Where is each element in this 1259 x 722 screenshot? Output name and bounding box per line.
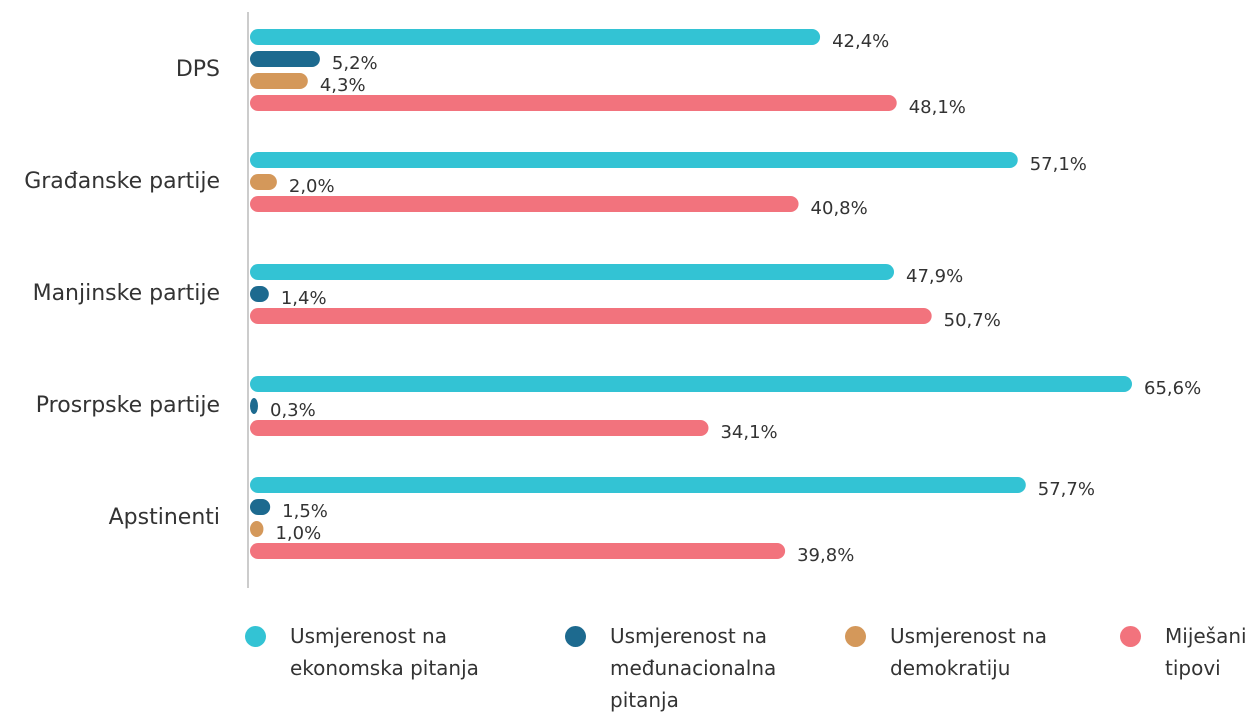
- bar: [250, 196, 799, 212]
- value-label: 5,2%: [332, 53, 378, 74]
- bar: [250, 499, 271, 515]
- bar: [250, 174, 277, 190]
- category-label: Građanske partije: [24, 169, 220, 194]
- bar: [250, 264, 895, 280]
- bar: [250, 308, 932, 324]
- bar: [250, 477, 1026, 493]
- value-label: 1,4%: [281, 288, 327, 309]
- category-label: DPS: [176, 57, 220, 82]
- legend-swatch: [565, 626, 586, 647]
- value-label: 39,8%: [797, 545, 854, 566]
- legend-label: Miješani tipovi: [1165, 624, 1247, 680]
- value-label: 1,5%: [282, 501, 328, 522]
- bar: [250, 420, 709, 436]
- legend-swatch: [845, 626, 866, 647]
- bar: [250, 73, 308, 89]
- category-label: Prosrpske partije: [36, 393, 220, 418]
- value-label: 65,6%: [1144, 378, 1201, 399]
- category-label: Manjinske partije: [33, 281, 220, 306]
- value-label: 42,4%: [832, 31, 889, 52]
- legend-label: Usmjerenost na demokratiju: [890, 624, 1047, 680]
- legend-item: Usmjerenost na međunacionalna pitanja: [565, 620, 820, 716]
- legend-label: Usmjerenost na međunacionalna pitanja: [610, 624, 777, 712]
- bar: [250, 521, 264, 537]
- legend-label: Usmjerenost na ekonomska pitanja: [290, 624, 479, 680]
- value-label: 1,0%: [275, 523, 321, 544]
- chart: DPS 42,4% 5,2%4,3% 48,1% Građanske partije 57…: [24, 12, 1201, 588]
- value-label: 34,1%: [720, 422, 777, 443]
- value-label: 2,0%: [289, 176, 335, 197]
- value-label: 0,3%: [270, 400, 316, 421]
- bar: [250, 95, 897, 111]
- value-label: 4,3%: [320, 75, 366, 96]
- legend-swatch: [1120, 626, 1141, 647]
- value-label: 40,8%: [811, 198, 868, 219]
- legend-swatch: [245, 626, 266, 647]
- value-label: 47,9%: [906, 266, 963, 287]
- value-label: 48,1%: [909, 97, 966, 118]
- legend-item: Usmjerenost na ekonomska pitanja: [245, 620, 520, 684]
- value-label: 50,7%: [944, 310, 1001, 331]
- value-label: 57,1%: [1030, 154, 1087, 175]
- category-label: Apstinenti: [109, 505, 220, 530]
- value-label: 57,7%: [1038, 479, 1095, 500]
- legend-item: Miješani tipovi: [1120, 620, 1259, 684]
- bar: [250, 152, 1018, 168]
- bar: [250, 29, 821, 45]
- legend: Usmjerenost na ekonomska pitanja Usmjeren…: [0, 620, 1259, 722]
- bar: [250, 543, 786, 559]
- bar: [250, 376, 1132, 392]
- bar: [250, 51, 320, 67]
- bar: [250, 398, 258, 414]
- legend-item: Usmjerenost na demokratiju: [845, 620, 1080, 684]
- bar: [250, 286, 269, 302]
